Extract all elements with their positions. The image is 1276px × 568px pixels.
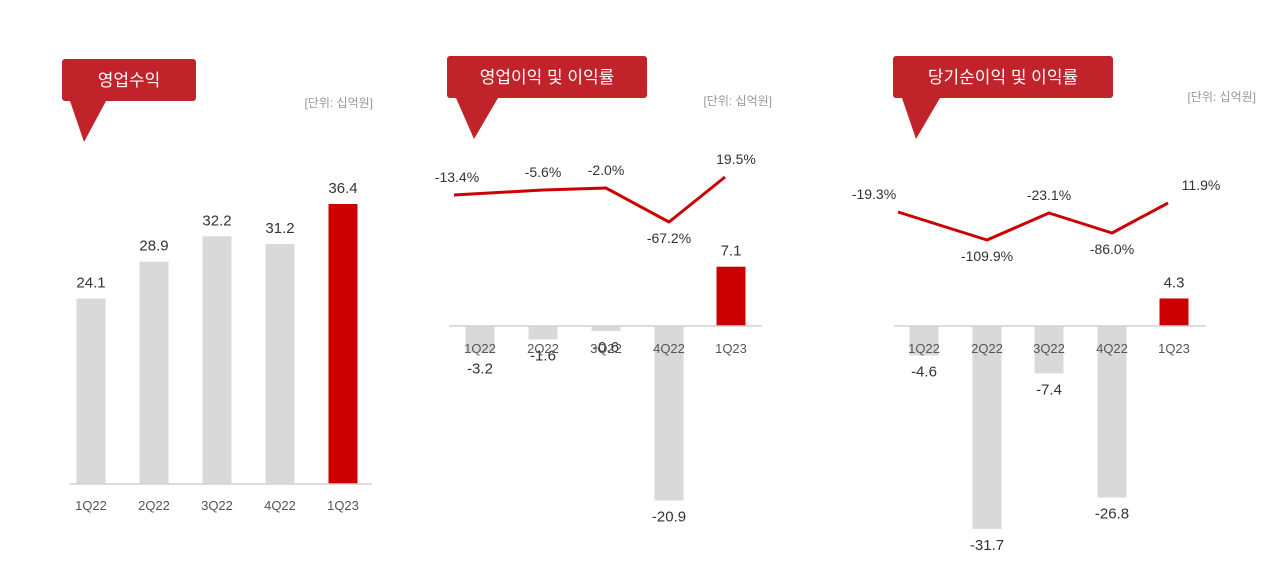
value-label: -0.6 — [593, 339, 619, 356]
value-label: 36.4 — [328, 180, 357, 197]
bar-1q23 — [1159, 298, 1189, 326]
value-label: 32.2 — [202, 212, 231, 229]
category-label: 2Q22 — [138, 498, 170, 513]
chart-title-callout: 영업수익 — [62, 59, 196, 142]
value-label: 31.2 — [265, 220, 294, 237]
bar-1q22 — [76, 298, 106, 484]
margin-label: -109.9% — [961, 248, 1013, 264]
chart-title: 당기순이익 및 이익률 — [928, 68, 1078, 87]
callout-tail — [902, 98, 940, 139]
chart-2: 영업이익 및 이익률 [단위: 십억원] -3.2 -1.6 -0.6 -20.9 7.1 1… — [435, 56, 772, 526]
margin-label: -86.0% — [1090, 241, 1134, 257]
value-label: -7.4 — [1036, 381, 1062, 398]
bar-3q22 — [202, 236, 232, 484]
category-label: 1Q23 — [715, 341, 747, 356]
value-label: -4.6 — [911, 363, 937, 380]
callout-box — [447, 56, 647, 98]
callout-tail — [70, 101, 106, 142]
margin-label: -13.4% — [435, 169, 479, 185]
bar-3q22 — [591, 326, 621, 332]
bar-2q22 — [139, 261, 169, 484]
margin-label: -5.6% — [525, 164, 562, 180]
category-label: 4Q22 — [1096, 341, 1128, 356]
category-label: 4Q22 — [264, 498, 296, 513]
value-label: 4.3 — [1164, 274, 1185, 291]
callout-box — [62, 59, 196, 101]
unit-label: [단위: 십억원] — [703, 94, 772, 108]
callout-box — [893, 56, 1113, 98]
unit-label: [단위: 십억원] — [1187, 90, 1256, 104]
category-label: 1Q22 — [464, 341, 496, 356]
value-label: 28.9 — [139, 238, 168, 255]
category-label: 2Q22 — [527, 341, 559, 356]
unit-label: [단위: 십억원] — [304, 96, 373, 110]
category-label: 3Q22 — [590, 341, 622, 356]
chart-title: 영업수익 — [98, 71, 161, 90]
margin-line — [453, 175, 726, 224]
category-label: 3Q22 — [1033, 341, 1065, 356]
bar-2q22 — [972, 326, 1002, 529]
value-label: -1.6 — [530, 347, 556, 364]
category-label: 1Q23 — [327, 498, 359, 513]
value-label: -3.2 — [467, 361, 493, 378]
bar-1q22 — [465, 326, 495, 353]
category-label: 4Q22 — [653, 341, 685, 356]
value-label: 24.1 — [76, 275, 105, 292]
margin-label: -19.3% — [852, 186, 896, 202]
bar-3q22 — [1034, 326, 1064, 374]
margin-label: -23.1% — [1027, 187, 1071, 203]
callout-tail — [456, 98, 498, 139]
bar-4q22 — [1097, 326, 1127, 498]
margin-label: 19.5% — [716, 151, 756, 167]
bar-4q22 — [654, 326, 684, 501]
chart-3: 당기순이익 및 이익률 [단위: 십억원] -4.6 -31.7 -7.4 -26.8 4.… — [852, 56, 1256, 554]
bar-2q22 — [528, 326, 558, 340]
category-label: 1Q22 — [75, 498, 107, 513]
margin-line — [897, 201, 1169, 242]
bar-1q23 — [716, 266, 746, 326]
bar-1q23 — [328, 204, 358, 484]
chart-title: 영업이익 및 이익률 — [480, 68, 615, 87]
margin-label: -67.2% — [647, 230, 691, 246]
chart-1: 영업수익 [단위: 십억원] 24.1 28.9 32.2 31.2 36.4 1Q22 2Q2… — [62, 59, 373, 513]
margin-label: 11.9% — [1182, 177, 1221, 193]
category-label: 1Q22 — [908, 341, 940, 356]
margin-label: -2.0% — [588, 162, 625, 178]
value-label: -31.7 — [970, 537, 1004, 554]
value-label: 7.1 — [721, 243, 742, 260]
category-label: 3Q22 — [201, 498, 233, 513]
category-label: 2Q22 — [971, 341, 1003, 356]
chart-title-callout: 영업이익 및 이익률 — [447, 56, 647, 139]
bar-4q22 — [265, 244, 295, 484]
value-label: -20.9 — [652, 509, 686, 526]
value-label: -26.8 — [1095, 506, 1129, 523]
bar-1q22 — [909, 326, 939, 356]
category-label: 1Q23 — [1158, 341, 1190, 356]
chart-title-callout: 당기순이익 및 이익률 — [893, 56, 1113, 139]
